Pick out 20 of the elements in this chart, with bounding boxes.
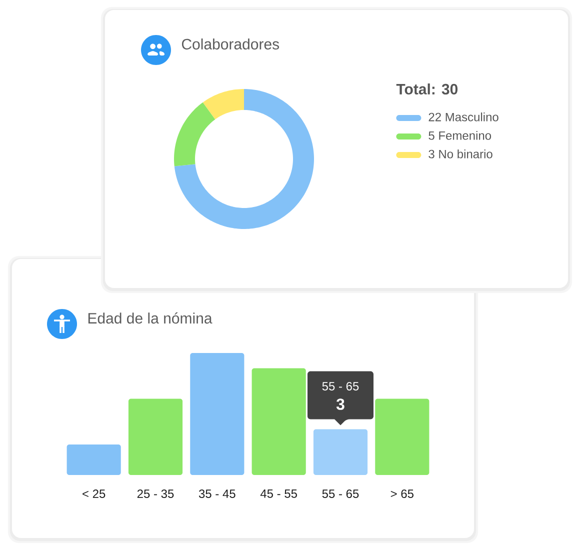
bar xyxy=(66,444,121,475)
bar xyxy=(128,398,183,475)
x-tick-label: 45 - 55 xyxy=(260,490,297,498)
bar xyxy=(313,429,368,475)
annotation: 55 - 65 xyxy=(322,382,359,390)
legend-title: Total: 30 xyxy=(396,83,458,95)
data-label: 3 xyxy=(336,398,344,410)
x-tick-label: 25 - 35 xyxy=(137,490,174,498)
x-tick-label: > 65 xyxy=(390,490,414,498)
bar xyxy=(190,352,244,475)
x-tick-label: 55 - 65 xyxy=(322,490,359,498)
chart-title: Edad de la nómina xyxy=(88,312,212,324)
bar xyxy=(252,368,306,475)
x-tick-label: < 25 xyxy=(82,490,106,498)
legend-label: 22 Masculino xyxy=(428,112,498,122)
legend-label: 5 Femenino xyxy=(428,131,492,140)
legend-label: 3 No binario xyxy=(428,150,492,158)
chart-title: Colaboradores xyxy=(182,38,280,50)
x-tick-label: 35 - 45 xyxy=(198,490,236,498)
bar xyxy=(375,398,430,475)
